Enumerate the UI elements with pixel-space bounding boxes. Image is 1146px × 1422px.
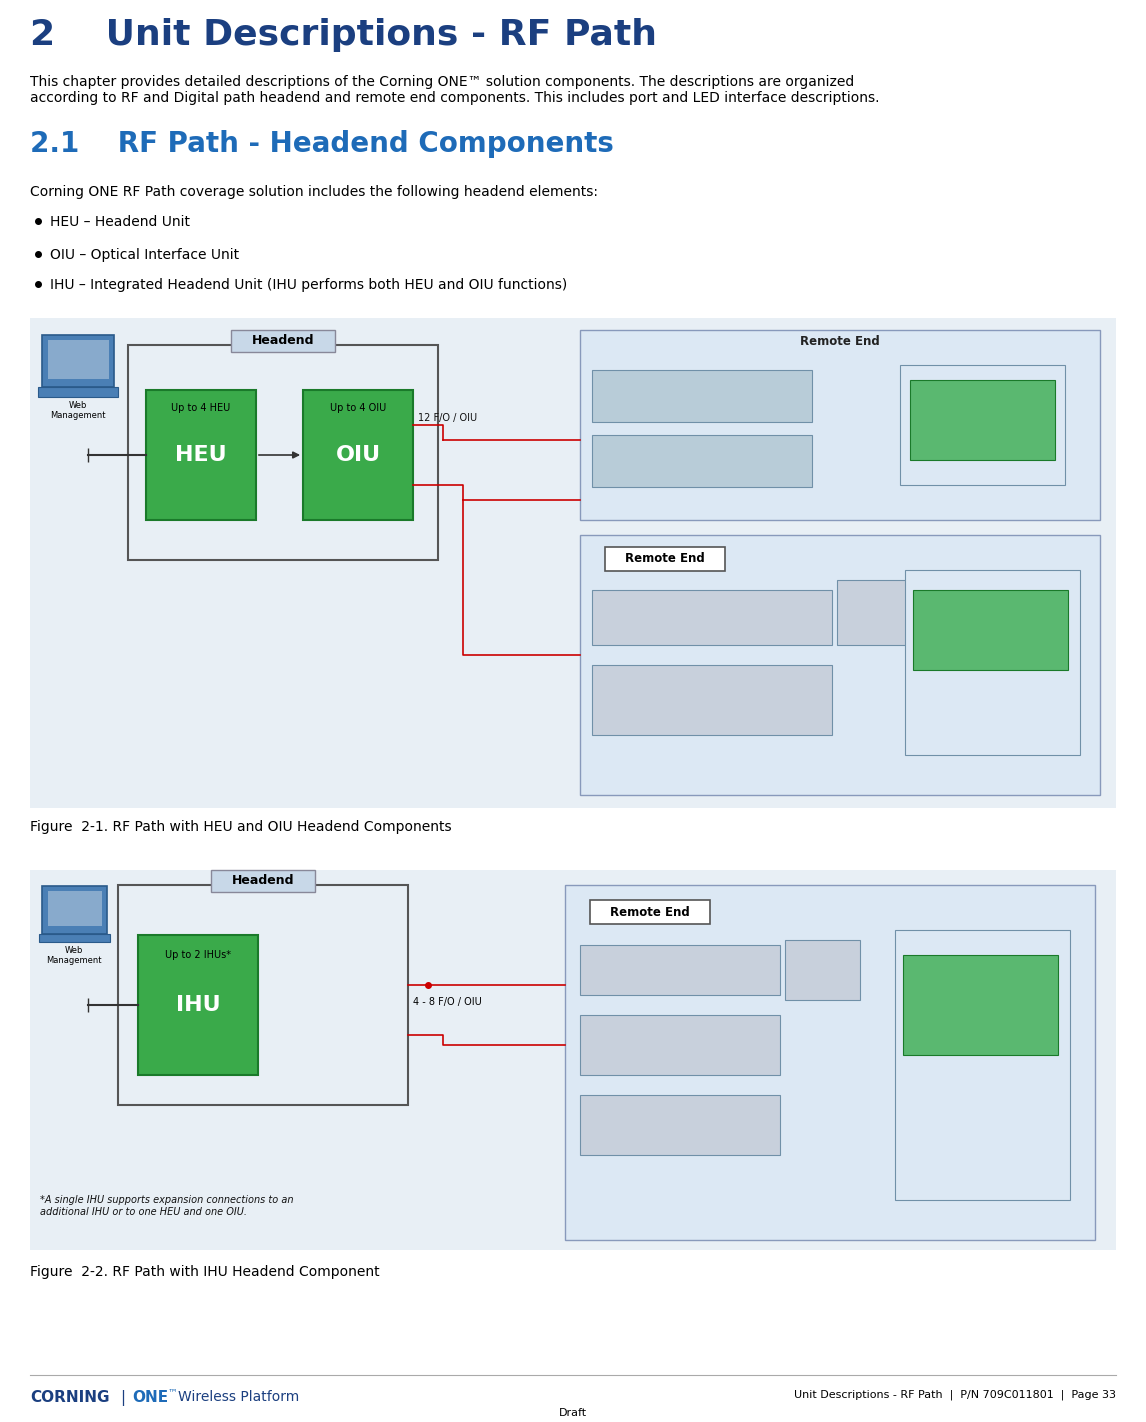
Text: 12 F/O / OIU: 12 F/O / OIU <box>418 412 477 422</box>
Bar <box>837 580 917 646</box>
Bar <box>580 1015 780 1075</box>
Bar <box>580 330 1100 520</box>
Bar <box>211 870 315 892</box>
Bar <box>910 380 1055 459</box>
Bar <box>580 946 780 995</box>
Text: This chapter provides detailed descriptions of the Corning ONE™ solution compone: This chapter provides detailed descripti… <box>30 75 879 105</box>
Text: 2.1    RF Path - Headend Components: 2.1 RF Path - Headend Components <box>30 129 614 158</box>
Bar <box>42 886 107 934</box>
Text: ONE: ONE <box>132 1389 168 1405</box>
Bar <box>785 940 860 1000</box>
Text: Unit Descriptions - RF Path  |  P/N 709C011801  |  Page 33: Unit Descriptions - RF Path | P/N 709C01… <box>794 1389 1116 1401</box>
Text: Figure  2-2. RF Path with IHU Headend Component: Figure 2-2. RF Path with IHU Headend Com… <box>30 1266 379 1278</box>
Bar <box>146 390 256 520</box>
Bar <box>303 390 413 520</box>
Bar <box>592 435 813 486</box>
Text: CORNING: CORNING <box>30 1389 110 1405</box>
Bar <box>138 936 258 1075</box>
Bar <box>903 956 1058 1055</box>
Bar <box>30 319 1116 808</box>
Bar <box>565 884 1094 1240</box>
Text: 2    Unit Descriptions - RF Path: 2 Unit Descriptions - RF Path <box>30 18 657 53</box>
Text: |: | <box>120 1389 125 1406</box>
Text: Wireless Platform: Wireless Platform <box>178 1389 299 1404</box>
Text: Web
Management: Web Management <box>46 946 102 966</box>
Bar <box>592 370 813 422</box>
Text: Up to 4 OIU: Up to 4 OIU <box>330 402 386 412</box>
Bar <box>118 884 408 1105</box>
Text: HEU: HEU <box>175 445 227 465</box>
Bar <box>900 365 1065 485</box>
Bar <box>592 665 832 735</box>
Bar <box>42 336 113 387</box>
Bar <box>580 1095 780 1155</box>
Text: Figure  2-1. RF Path with HEU and OIU Headend Components: Figure 2-1. RF Path with HEU and OIU Hea… <box>30 820 452 833</box>
Text: Headend: Headend <box>252 334 314 347</box>
Bar <box>231 330 335 353</box>
Bar <box>30 870 1116 1250</box>
Text: 4 - 8 F/O / OIU: 4 - 8 F/O / OIU <box>413 997 481 1007</box>
Text: Remote End: Remote End <box>610 906 690 919</box>
Text: Headend: Headend <box>231 875 295 887</box>
Text: Web
Management: Web Management <box>50 401 105 421</box>
Text: Remote End: Remote End <box>625 553 705 566</box>
Bar <box>905 570 1080 755</box>
Bar <box>590 900 711 924</box>
Text: Corning ONE RF Path coverage solution includes the following headend elements:: Corning ONE RF Path coverage solution in… <box>30 185 598 199</box>
Text: *A single IHU supports expansion connections to an
additional IHU or to one HEU : *A single IHU supports expansion connect… <box>40 1194 293 1217</box>
Bar <box>895 930 1070 1200</box>
Text: Draft: Draft <box>559 1408 587 1418</box>
Text: IHU – Integrated Headend Unit (IHU performs both HEU and OIU functions): IHU – Integrated Headend Unit (IHU perfo… <box>50 277 567 292</box>
Text: OIU: OIU <box>336 445 380 465</box>
Text: Up to 4 HEU: Up to 4 HEU <box>172 402 230 412</box>
Text: IHU: IHU <box>175 995 220 1015</box>
Bar <box>39 934 110 941</box>
Bar <box>605 547 725 572</box>
Bar <box>47 890 102 926</box>
Text: Remote End: Remote End <box>800 336 880 348</box>
Bar <box>128 346 438 560</box>
Text: HEU – Headend Unit: HEU – Headend Unit <box>50 215 190 229</box>
Text: OIU – Optical Interface Unit: OIU – Optical Interface Unit <box>50 247 240 262</box>
Bar <box>38 387 118 397</box>
Bar <box>47 338 109 380</box>
Text: ™: ™ <box>168 1386 178 1396</box>
Text: Up to 2 IHUs*: Up to 2 IHUs* <box>165 950 231 960</box>
Bar <box>580 535 1100 795</box>
Bar <box>913 590 1068 670</box>
Bar <box>592 590 832 646</box>
